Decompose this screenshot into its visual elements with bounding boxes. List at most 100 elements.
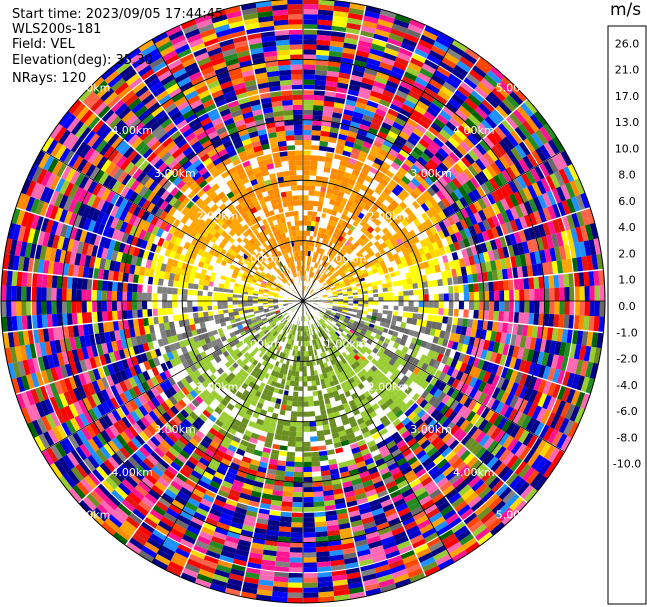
gate-cell: [551, 188, 562, 204]
gate-cell: [516, 347, 525, 360]
gate-cell: [449, 399, 460, 411]
gate-cell: [406, 474, 419, 485]
gate-cell: [561, 215, 571, 231]
gate-cell: [96, 311, 103, 323]
gate-cell: [183, 319, 190, 327]
gate-cell: [401, 417, 411, 427]
gate-cell: [275, 561, 290, 568]
gate-cell: [364, 136, 375, 145]
gate-cell: [243, 519, 256, 528]
gate-cell: [69, 337, 77, 351]
gate-cell: [130, 355, 139, 366]
gate-cell: [408, 478, 421, 489]
gate-cell: [396, 540, 412, 550]
gate-cell: [98, 416, 109, 430]
gate-cell: [97, 482, 111, 497]
gate-cell: [154, 480, 167, 493]
gate-cell: [498, 448, 511, 463]
gate-cell: [319, 342, 324, 348]
gate-cell: [234, 474, 246, 483]
gate-cell: [401, 75, 415, 86]
gate-cell: [356, 549, 371, 557]
gate-cell: [397, 166, 408, 176]
gate-cell: [68, 212, 78, 227]
gate-cell: [341, 52, 356, 60]
gate-cell: [513, 231, 522, 244]
gate-cell: [473, 282, 479, 292]
gate-cell: [149, 435, 161, 447]
gate-cell: [40, 217, 50, 232]
gate-cell: [350, 519, 363, 528]
gate-cell: [418, 453, 430, 464]
gate-cell: [305, 245, 309, 251]
gate-cell: [303, 89, 315, 95]
gate-cell: [484, 301, 490, 311]
gate-cell: [499, 332, 507, 344]
gate-cell: [118, 349, 126, 361]
gate-cell: [391, 526, 406, 536]
gate-cell: [105, 375, 115, 387]
gate-cell: [474, 416, 485, 429]
gate-cell: [39, 186, 51, 202]
gate-cell: [313, 99, 324, 106]
gate-cell: [44, 203, 54, 219]
gate-cell: [491, 270, 499, 281]
gate-cell: [152, 316, 159, 325]
gate-cell: [122, 319, 129, 330]
gate-cell: [361, 573, 378, 582]
gate-cell: [523, 487, 538, 504]
gate-cell: [39, 341, 47, 357]
gate-cell: [272, 489, 283, 497]
gate-cell: [427, 243, 435, 253]
gate-cell: [516, 266, 524, 279]
gate-cell: [143, 231, 152, 242]
gate-cell: [338, 522, 352, 530]
gate-cell: [267, 301, 273, 303]
gate-cell: [330, 311, 336, 316]
gate-cell: [103, 353, 112, 365]
gate-cell: [518, 189, 529, 203]
gate-cell: [326, 519, 339, 527]
gate-cell: [412, 127, 425, 139]
gate-cell: [119, 185, 130, 198]
gate-cell: [278, 372, 284, 379]
gate-cell: [474, 527, 490, 542]
gate-cell: [287, 592, 303, 598]
gate-cell: [378, 427, 388, 437]
gate-cell: [146, 424, 158, 436]
gate-cell: [441, 56, 457, 69]
gate-cell: [449, 191, 460, 203]
gate-cell: [267, 280, 273, 285]
gate-cell: [167, 432, 179, 444]
gate-cell: [20, 194, 31, 211]
gate-cell: [513, 278, 520, 290]
gate-cell: [283, 326, 288, 332]
gate-cell: [588, 239, 597, 256]
gate-cell: [387, 37, 403, 48]
gate-cell: [502, 489, 517, 504]
gate-cell: [360, 426, 370, 435]
gate-cell: [478, 170, 489, 184]
gate-cell: [436, 401, 446, 412]
gate-cell: [502, 451, 515, 466]
gate-cell: [477, 531, 494, 546]
gate-cell: [93, 486, 108, 501]
gate-cell: [439, 330, 446, 339]
gate-cell: [279, 357, 285, 364]
gate-cell: [182, 294, 188, 301]
gate-cell: [134, 449, 147, 462]
gate-cell: [31, 419, 43, 436]
gate-cell: [493, 311, 499, 322]
gate-cell: [151, 465, 164, 477]
gate-cell: [337, 229, 344, 236]
gate-cell: [429, 343, 437, 352]
gate-cell: [36, 301, 42, 315]
gate-cell: [363, 301, 369, 305]
gate-cell: [308, 411, 316, 417]
gate-cell: [345, 283, 351, 287]
gate-cell: [573, 315, 580, 330]
gate-cell: [293, 476, 303, 483]
gate-cell: [424, 267, 431, 275]
gate-cell: [568, 315, 575, 330]
gate-cell: [56, 275, 63, 289]
